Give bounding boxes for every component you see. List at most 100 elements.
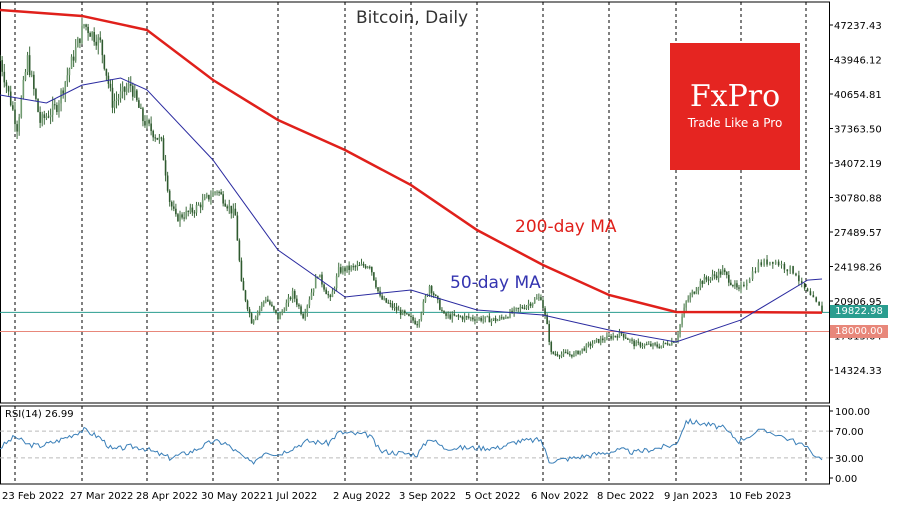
y-tick-label: 27489.57 <box>834 228 882 239</box>
candle-body <box>666 343 669 345</box>
price-level-tag: 19822.98 <box>830 305 888 318</box>
candle-body <box>492 318 495 320</box>
candle-body <box>695 291 698 294</box>
candle-body <box>150 123 152 131</box>
candle-body <box>265 299 267 302</box>
candle-body <box>451 313 454 319</box>
candle-body <box>591 343 594 346</box>
candle-body <box>760 262 763 266</box>
candle-body <box>467 316 470 318</box>
candle-body <box>544 308 546 316</box>
candle-body <box>503 317 505 319</box>
candle-body <box>364 265 367 268</box>
candle-body <box>593 340 596 344</box>
candle-body <box>348 265 350 270</box>
x-tick-label: 10 Feb 2023 <box>729 491 791 502</box>
candle-body <box>319 274 321 278</box>
candle-body <box>583 348 586 351</box>
candle-body <box>476 319 478 321</box>
candle-body <box>798 275 800 282</box>
candle-body <box>455 315 458 317</box>
candle-body <box>306 305 309 313</box>
candle-body <box>461 316 464 320</box>
candle-body <box>160 137 163 139</box>
candle-body <box>517 307 520 309</box>
logo-brand: FxPro <box>689 79 781 114</box>
candle-body <box>12 105 14 110</box>
candle-body <box>283 310 286 312</box>
candle-body <box>37 98 39 112</box>
candle-body <box>620 331 623 334</box>
candle-body <box>645 344 648 346</box>
y-tick-label: 14324.33 <box>834 366 882 377</box>
candle-body <box>443 310 445 314</box>
candle-body <box>447 314 449 316</box>
candle-body <box>321 274 323 285</box>
candle-body <box>30 74 33 76</box>
rsi-tick-label: 70.00 <box>835 427 864 438</box>
candle-body <box>564 351 567 353</box>
rsi-line <box>0 417 823 465</box>
price-panel-frame <box>0 1 830 404</box>
candle-body <box>168 190 171 202</box>
candle-body <box>368 266 371 268</box>
ma50-annotation: 50-day MA <box>450 273 541 293</box>
candle-body <box>780 263 783 266</box>
candle-body <box>256 311 259 317</box>
candle-body <box>513 308 515 313</box>
candle-body <box>269 301 271 305</box>
candle-body <box>482 319 484 321</box>
candle-body <box>587 343 590 345</box>
candle-body <box>589 343 592 346</box>
candle-body <box>556 354 559 356</box>
candle-body <box>618 331 621 338</box>
candle-body <box>203 196 206 200</box>
candle-body <box>685 301 687 308</box>
candle-body <box>725 271 728 275</box>
candle-body <box>191 207 194 213</box>
candle-body <box>662 342 665 346</box>
candle-body <box>189 207 192 212</box>
candle-body <box>115 99 118 101</box>
candle-body <box>404 310 406 314</box>
candle-body <box>254 316 257 320</box>
candle-body <box>687 299 689 302</box>
candle-body <box>668 344 671 346</box>
candle-body <box>789 266 791 272</box>
candle-body <box>236 215 239 241</box>
candle-body <box>420 312 423 320</box>
candle-body <box>774 261 777 264</box>
candle-body <box>181 214 183 218</box>
candle-body <box>734 283 736 287</box>
candle-body <box>740 284 742 289</box>
candle-body <box>792 266 794 274</box>
candle-body <box>77 38 79 48</box>
candle-body <box>418 319 421 326</box>
candle-body <box>699 281 702 288</box>
candle-body <box>399 309 402 315</box>
candle-body <box>85 24 87 27</box>
candle-body <box>529 303 532 306</box>
candle-body <box>125 88 128 92</box>
candle-body <box>527 303 530 306</box>
candle-body <box>271 304 273 307</box>
candle-body <box>693 291 696 294</box>
candle-body <box>585 344 588 351</box>
candle-body <box>777 261 780 266</box>
candle-body <box>766 259 768 265</box>
candle-body <box>465 316 468 318</box>
candle-body <box>24 71 27 80</box>
candle-body <box>432 293 435 296</box>
candle-body <box>654 343 656 345</box>
candle-body <box>293 290 296 299</box>
candle-body <box>697 287 700 292</box>
candle-body <box>323 284 325 290</box>
candle-body <box>540 297 542 301</box>
candle-body <box>375 280 377 288</box>
candle-body <box>717 271 720 279</box>
y-tick-label: 24198.26 <box>834 263 882 274</box>
candle-body <box>769 261 771 265</box>
rsi-tick-label: 100.00 <box>835 407 870 418</box>
candle-body <box>246 300 249 310</box>
candle-body <box>500 317 503 319</box>
